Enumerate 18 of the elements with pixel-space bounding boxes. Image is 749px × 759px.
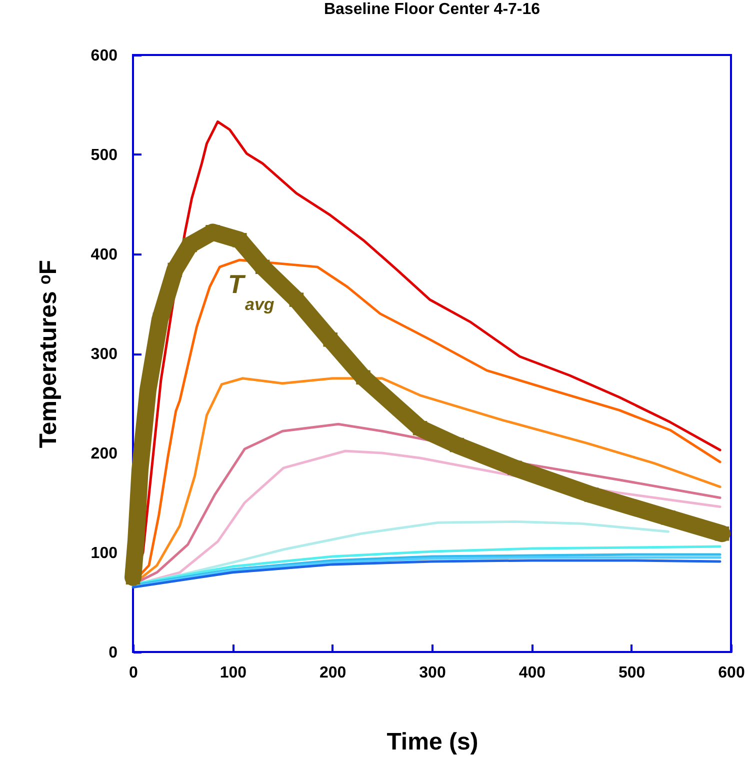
x-tick-label: 0	[129, 664, 138, 682]
y-tick-label: 600	[90, 48, 118, 64]
x-tick-label: 200	[319, 664, 346, 682]
x-tick-label: 600	[718, 664, 745, 682]
x-tick-label: 500	[618, 664, 646, 682]
y-axis-title: Temperatures ᵒF	[34, 260, 62, 448]
y-tick-label: 0	[108, 644, 118, 662]
annotation: Tavg	[228, 269, 275, 314]
x-tick-label: 100	[220, 664, 247, 682]
y-tick-label: 300	[90, 346, 118, 363]
x-tick-label: 300	[419, 664, 446, 682]
y-tick-label: 200	[90, 446, 118, 462]
y-tick-label: 500	[90, 147, 118, 164]
y-tick-label: 100	[90, 545, 118, 562]
x-axis-title: Time (s)	[386, 728, 478, 756]
chart-title: Baseline Floor Center 4-7-16	[324, 1, 540, 18]
x-tick-label: 400	[518, 664, 546, 682]
y-tick-label: 400	[90, 246, 118, 264]
